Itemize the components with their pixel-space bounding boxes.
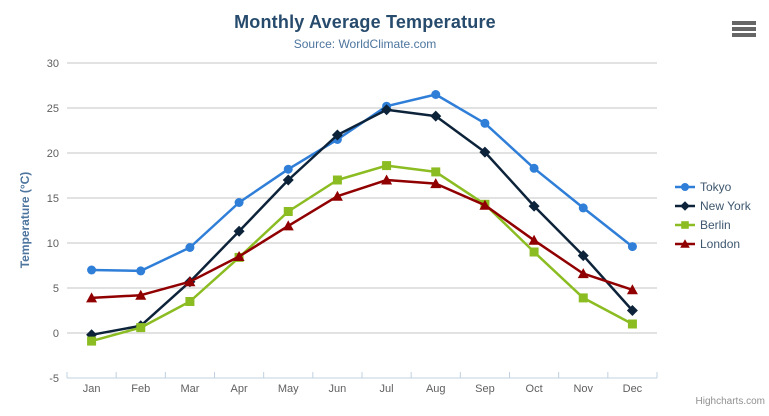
y-tick-label: 5 [53, 283, 59, 295]
point-berlin[interactable] [529, 247, 539, 257]
x-tick-label: Apr [231, 383, 248, 395]
y-tick-label: 30 [47, 58, 59, 70]
point-london[interactable] [233, 251, 245, 261]
point-tokyo[interactable] [234, 198, 244, 207]
point-tokyo[interactable] [529, 163, 539, 173]
y-tick-label: 15 [47, 193, 59, 205]
point-london[interactable] [86, 292, 98, 303]
x-tick-label: Oct [526, 383, 543, 395]
y-tick-label: -5 [49, 373, 59, 385]
point-london[interactable] [626, 284, 638, 295]
point-london[interactable] [381, 174, 393, 185]
point-berlin[interactable] [431, 167, 441, 177]
series-line-new-york[interactable] [90, 108, 634, 337]
point-london[interactable] [430, 178, 442, 189]
legend-item-new-york[interactable]: New York [675, 196, 751, 215]
point-berlin[interactable] [578, 293, 588, 303]
point-london[interactable] [184, 276, 196, 287]
point-london[interactable] [577, 268, 589, 279]
point-london[interactable] [331, 190, 343, 201]
hamburger-icon [732, 33, 756, 37]
x-tick-label: Jul [380, 383, 394, 395]
chart-subtitle: Source: WorldClimate.com [293, 37, 437, 51]
x-tick-label: Sep [475, 383, 495, 395]
x-tick-label: Nov [573, 383, 593, 395]
point-berlin[interactable] [87, 336, 97, 346]
x-tick-label: Feb [131, 383, 150, 395]
point-berlin[interactable] [136, 323, 146, 333]
x-tick-label: Aug [426, 383, 446, 395]
point-new-york[interactable] [528, 200, 540, 212]
legend-item-london[interactable]: London [675, 234, 751, 253]
x-tick-label: Jan [83, 383, 101, 395]
point-tokyo[interactable] [283, 164, 293, 174]
point-tokyo[interactable] [578, 203, 588, 213]
point-new-york[interactable] [577, 250, 589, 262]
london-triangle-series-icon [675, 237, 695, 251]
legend: Tokyo New York Berlin London [675, 177, 751, 253]
series-line-tokyo[interactable] [90, 93, 634, 273]
point-tokyo[interactable] [480, 118, 490, 128]
x-tick-label: Mar [180, 383, 199, 395]
point-berlin[interactable] [283, 207, 293, 216]
point-new-york[interactable] [282, 174, 294, 186]
point-tokyo[interactable] [87, 265, 97, 275]
point-london[interactable] [135, 289, 147, 300]
point-new-york[interactable] [626, 305, 638, 316]
point-berlin[interactable] [185, 297, 195, 306]
x-tick-label: Jun [329, 383, 347, 395]
hamburger-icon [732, 27, 756, 31]
berlin-square-series-icon [675, 218, 695, 232]
point-tokyo[interactable] [185, 243, 195, 252]
legend-label: Berlin [700, 217, 731, 232]
hamburger-icon [732, 21, 756, 25]
series-line-berlin[interactable] [90, 164, 634, 343]
point-new-york[interactable] [233, 225, 245, 237]
legend-item-tokyo[interactable]: Tokyo [675, 177, 751, 196]
y-tick-label: 0 [53, 328, 59, 340]
y-tick-label: 25 [47, 103, 59, 115]
chart-title: Monthly Average Temperature [234, 12, 496, 32]
x-tick-label: May [278, 383, 299, 395]
point-new-york[interactable] [430, 110, 442, 122]
tokyo-circle-series-icon [675, 180, 695, 194]
point-berlin[interactable] [627, 319, 637, 329]
point-tokyo[interactable] [627, 242, 637, 252]
point-new-york[interactable] [381, 104, 393, 116]
point-tokyo[interactable] [136, 266, 146, 276]
point-london[interactable] [528, 234, 540, 245]
legend-label: London [700, 236, 741, 251]
point-london[interactable] [282, 220, 294, 231]
chart-context-menu-button[interactable] [732, 21, 756, 39]
highcharts-credit-link[interactable]: Highcharts.com [695, 396, 765, 407]
legend-item-berlin[interactable]: Berlin [675, 215, 751, 234]
legend-label: Tokyo [700, 179, 732, 194]
point-berlin[interactable] [382, 161, 392, 171]
x-tick-label: Dec [623, 383, 643, 395]
point-new-york[interactable] [331, 129, 343, 141]
y-tick-label: 10 [47, 238, 59, 250]
legend-label: New York [700, 198, 751, 213]
y-axis-title: Temperature (°C) [18, 171, 32, 269]
point-new-york[interactable] [479, 146, 491, 158]
point-london[interactable] [479, 199, 491, 210]
point-tokyo[interactable] [431, 90, 441, 99]
series-line-london[interactable] [90, 178, 634, 300]
y-tick-label: 20 [47, 148, 59, 160]
new-york-diamond-series-icon [675, 199, 695, 213]
point-berlin[interactable] [332, 175, 342, 185]
